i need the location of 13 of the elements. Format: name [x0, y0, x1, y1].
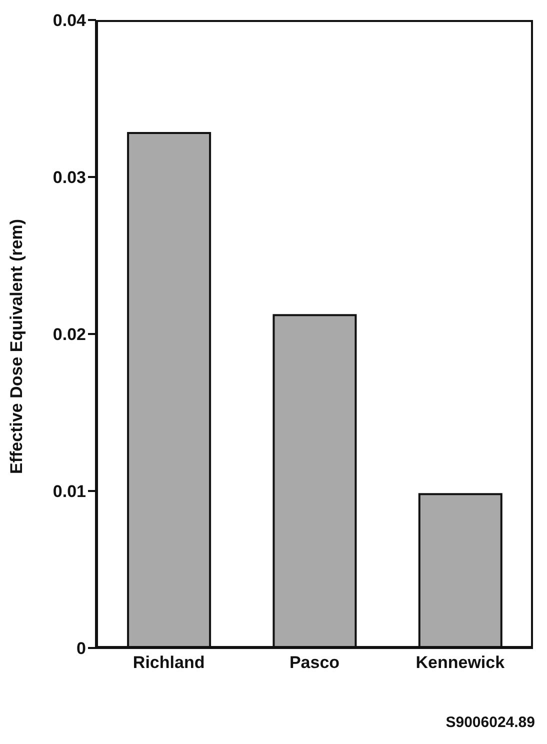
y-tick-label: 0.01 [52, 482, 86, 502]
text: S9006024.89 [444, 714, 536, 731]
x-tick-label: Pasco [289, 653, 340, 672]
y-tick-label: 0.03 [52, 168, 86, 188]
y-axis-title: Effective Dose Equivalent (rem) [7, 218, 26, 474]
y-tick-label: 0.04 [52, 11, 87, 30]
x-tick-label: Kennewick [416, 653, 506, 672]
y-tick-label: 0.02 [52, 325, 86, 344]
bar [127, 132, 212, 648]
x-tick-label: Richland [132, 653, 205, 672]
bar [418, 493, 502, 648]
bar [272, 314, 357, 648]
y-tick-label: 0 [76, 639, 86, 658]
